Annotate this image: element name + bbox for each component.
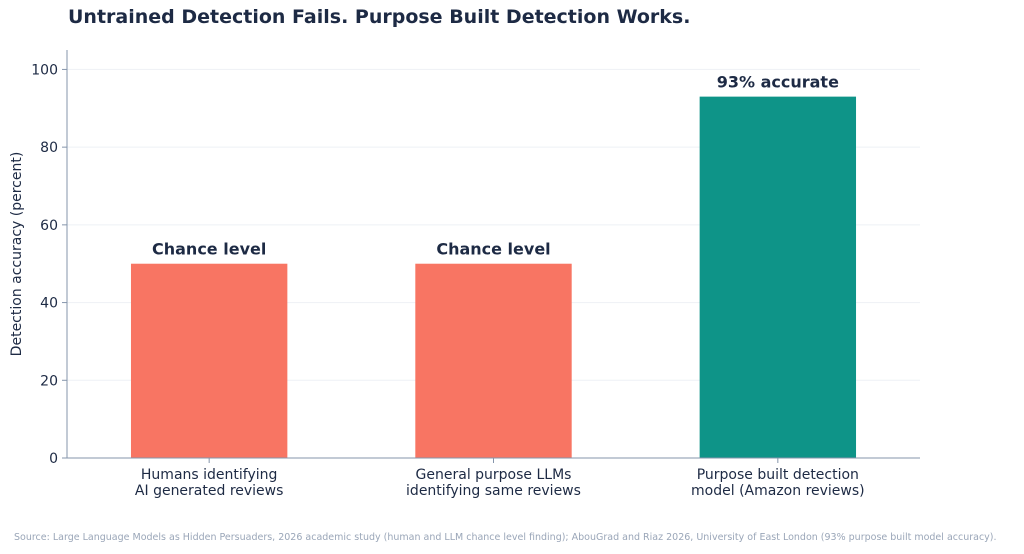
bar-value-label: Chance level bbox=[436, 240, 550, 259]
x-category-label: General purpose LLMs bbox=[416, 467, 572, 483]
x-category-label: Purpose built detection bbox=[697, 467, 859, 483]
bar-value-labels: Chance level Chance level 93% accurate bbox=[152, 73, 839, 259]
x-category-label: AI generated reviews bbox=[135, 483, 284, 499]
bar bbox=[699, 96, 857, 458]
x-category-label: Humans identifying bbox=[141, 467, 278, 483]
y-tick-label: 60 bbox=[40, 218, 58, 234]
bar-value-label: 93% accurate bbox=[717, 73, 839, 92]
y-tick-label: 20 bbox=[40, 373, 58, 389]
y-tick-label: 0 bbox=[49, 451, 58, 467]
y-tick-label: 40 bbox=[40, 296, 58, 312]
y-tick-label: 100 bbox=[31, 62, 58, 78]
bars bbox=[130, 96, 857, 458]
bar bbox=[415, 263, 572, 458]
bar-value-label: Chance level bbox=[152, 240, 266, 259]
y-ticks: 0 20 40 60 80 100 bbox=[31, 62, 67, 467]
source-note: Source: Large Language Models as Hidden … bbox=[14, 532, 997, 543]
y-tick-label: 80 bbox=[40, 140, 58, 156]
x-category-label: identifying same reviews bbox=[406, 483, 581, 499]
y-axis-title: Detection accuracy (percent) bbox=[9, 152, 25, 357]
bar bbox=[130, 263, 288, 458]
x-category-label: model (Amazon reviews) bbox=[691, 483, 865, 499]
chart-title: Untrained Detection Fails. Purpose Built… bbox=[68, 6, 691, 28]
